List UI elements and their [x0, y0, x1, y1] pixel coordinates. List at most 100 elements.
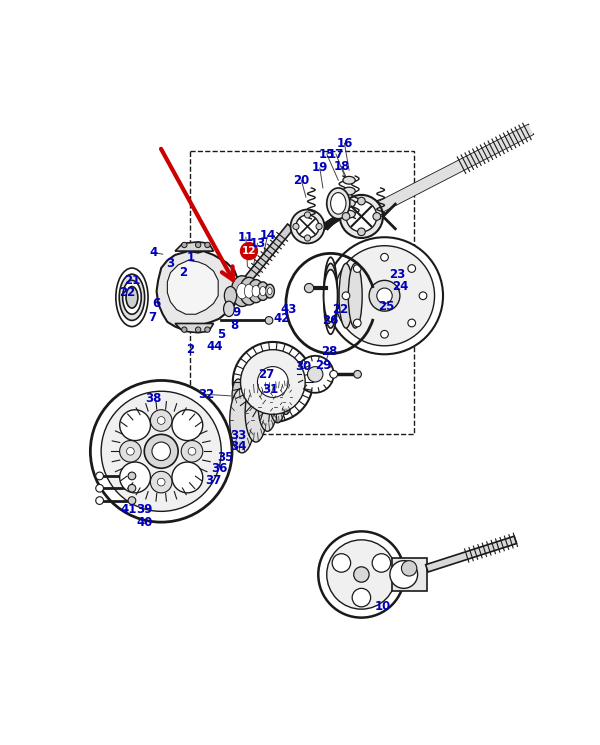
- Text: 13: 13: [250, 237, 266, 250]
- Circle shape: [358, 197, 365, 205]
- Circle shape: [380, 331, 388, 338]
- Text: 8: 8: [230, 319, 238, 332]
- Text: 9: 9: [233, 306, 241, 319]
- Text: 22: 22: [119, 286, 136, 299]
- Circle shape: [241, 243, 257, 259]
- Text: 35: 35: [217, 451, 233, 464]
- Polygon shape: [425, 536, 517, 572]
- Text: 11: 11: [238, 231, 254, 244]
- Circle shape: [241, 349, 305, 414]
- Text: 40: 40: [136, 516, 152, 529]
- Ellipse shape: [251, 397, 260, 422]
- Ellipse shape: [116, 268, 148, 326]
- Ellipse shape: [343, 177, 355, 184]
- Circle shape: [342, 292, 350, 299]
- Circle shape: [297, 356, 334, 393]
- Bar: [190, 151, 414, 434]
- Circle shape: [408, 319, 416, 327]
- Ellipse shape: [224, 301, 235, 317]
- Ellipse shape: [257, 406, 265, 426]
- Ellipse shape: [349, 264, 362, 328]
- Ellipse shape: [323, 270, 338, 322]
- Ellipse shape: [270, 381, 285, 423]
- Text: 6: 6: [152, 297, 161, 310]
- Text: 36: 36: [212, 462, 228, 475]
- Ellipse shape: [245, 384, 266, 442]
- Circle shape: [334, 246, 434, 346]
- Ellipse shape: [126, 287, 138, 308]
- Ellipse shape: [242, 389, 253, 418]
- Circle shape: [119, 410, 151, 440]
- Circle shape: [128, 497, 136, 504]
- Circle shape: [304, 212, 311, 218]
- Circle shape: [119, 440, 141, 462]
- Text: 10: 10: [375, 600, 391, 613]
- Text: 18: 18: [333, 160, 350, 173]
- Text: 19: 19: [311, 162, 328, 174]
- Circle shape: [342, 212, 350, 221]
- Ellipse shape: [280, 381, 292, 414]
- Text: 21: 21: [124, 274, 140, 287]
- Text: 39: 39: [136, 504, 152, 516]
- Text: 32: 32: [198, 388, 214, 401]
- Bar: [392, 557, 427, 592]
- Ellipse shape: [252, 285, 260, 297]
- Text: 38: 38: [145, 393, 161, 405]
- Polygon shape: [175, 323, 214, 333]
- Circle shape: [101, 391, 221, 511]
- Circle shape: [119, 462, 151, 493]
- Ellipse shape: [122, 280, 141, 314]
- Ellipse shape: [339, 264, 353, 328]
- Text: 44: 44: [207, 340, 223, 353]
- Circle shape: [373, 212, 380, 221]
- Circle shape: [144, 434, 178, 469]
- Polygon shape: [167, 260, 218, 314]
- Ellipse shape: [240, 277, 258, 305]
- Circle shape: [304, 283, 314, 293]
- Circle shape: [304, 235, 311, 241]
- Text: 31: 31: [262, 383, 278, 396]
- Ellipse shape: [224, 287, 236, 305]
- Text: 14: 14: [259, 229, 275, 242]
- Circle shape: [352, 589, 371, 607]
- Ellipse shape: [260, 287, 266, 296]
- Text: 12: 12: [242, 246, 256, 256]
- Text: 23: 23: [389, 267, 405, 281]
- Ellipse shape: [230, 388, 254, 453]
- Ellipse shape: [343, 200, 355, 207]
- Text: 3: 3: [166, 257, 175, 270]
- Text: 37: 37: [205, 474, 221, 487]
- Ellipse shape: [327, 188, 350, 219]
- Circle shape: [326, 237, 443, 355]
- Text: 43: 43: [281, 303, 297, 316]
- Circle shape: [157, 478, 165, 486]
- Circle shape: [408, 264, 416, 273]
- Circle shape: [308, 367, 323, 382]
- Text: 24: 24: [392, 280, 408, 293]
- Ellipse shape: [323, 264, 338, 328]
- Ellipse shape: [331, 192, 346, 214]
- Circle shape: [96, 497, 103, 504]
- Circle shape: [128, 484, 136, 492]
- Circle shape: [377, 288, 392, 303]
- Text: 42: 42: [273, 312, 290, 326]
- Text: 28: 28: [321, 345, 337, 358]
- Circle shape: [196, 242, 201, 247]
- Polygon shape: [374, 124, 533, 214]
- Ellipse shape: [257, 282, 269, 300]
- Circle shape: [188, 448, 196, 455]
- Circle shape: [127, 448, 134, 455]
- Ellipse shape: [119, 274, 145, 320]
- Circle shape: [354, 567, 369, 582]
- Circle shape: [181, 440, 203, 462]
- Circle shape: [353, 319, 361, 327]
- Circle shape: [152, 442, 170, 460]
- Ellipse shape: [343, 187, 355, 195]
- Text: 2: 2: [185, 343, 194, 356]
- Circle shape: [205, 242, 210, 247]
- Circle shape: [151, 472, 172, 493]
- Ellipse shape: [268, 288, 272, 294]
- Polygon shape: [235, 224, 293, 294]
- Circle shape: [346, 201, 377, 232]
- Circle shape: [330, 370, 338, 378]
